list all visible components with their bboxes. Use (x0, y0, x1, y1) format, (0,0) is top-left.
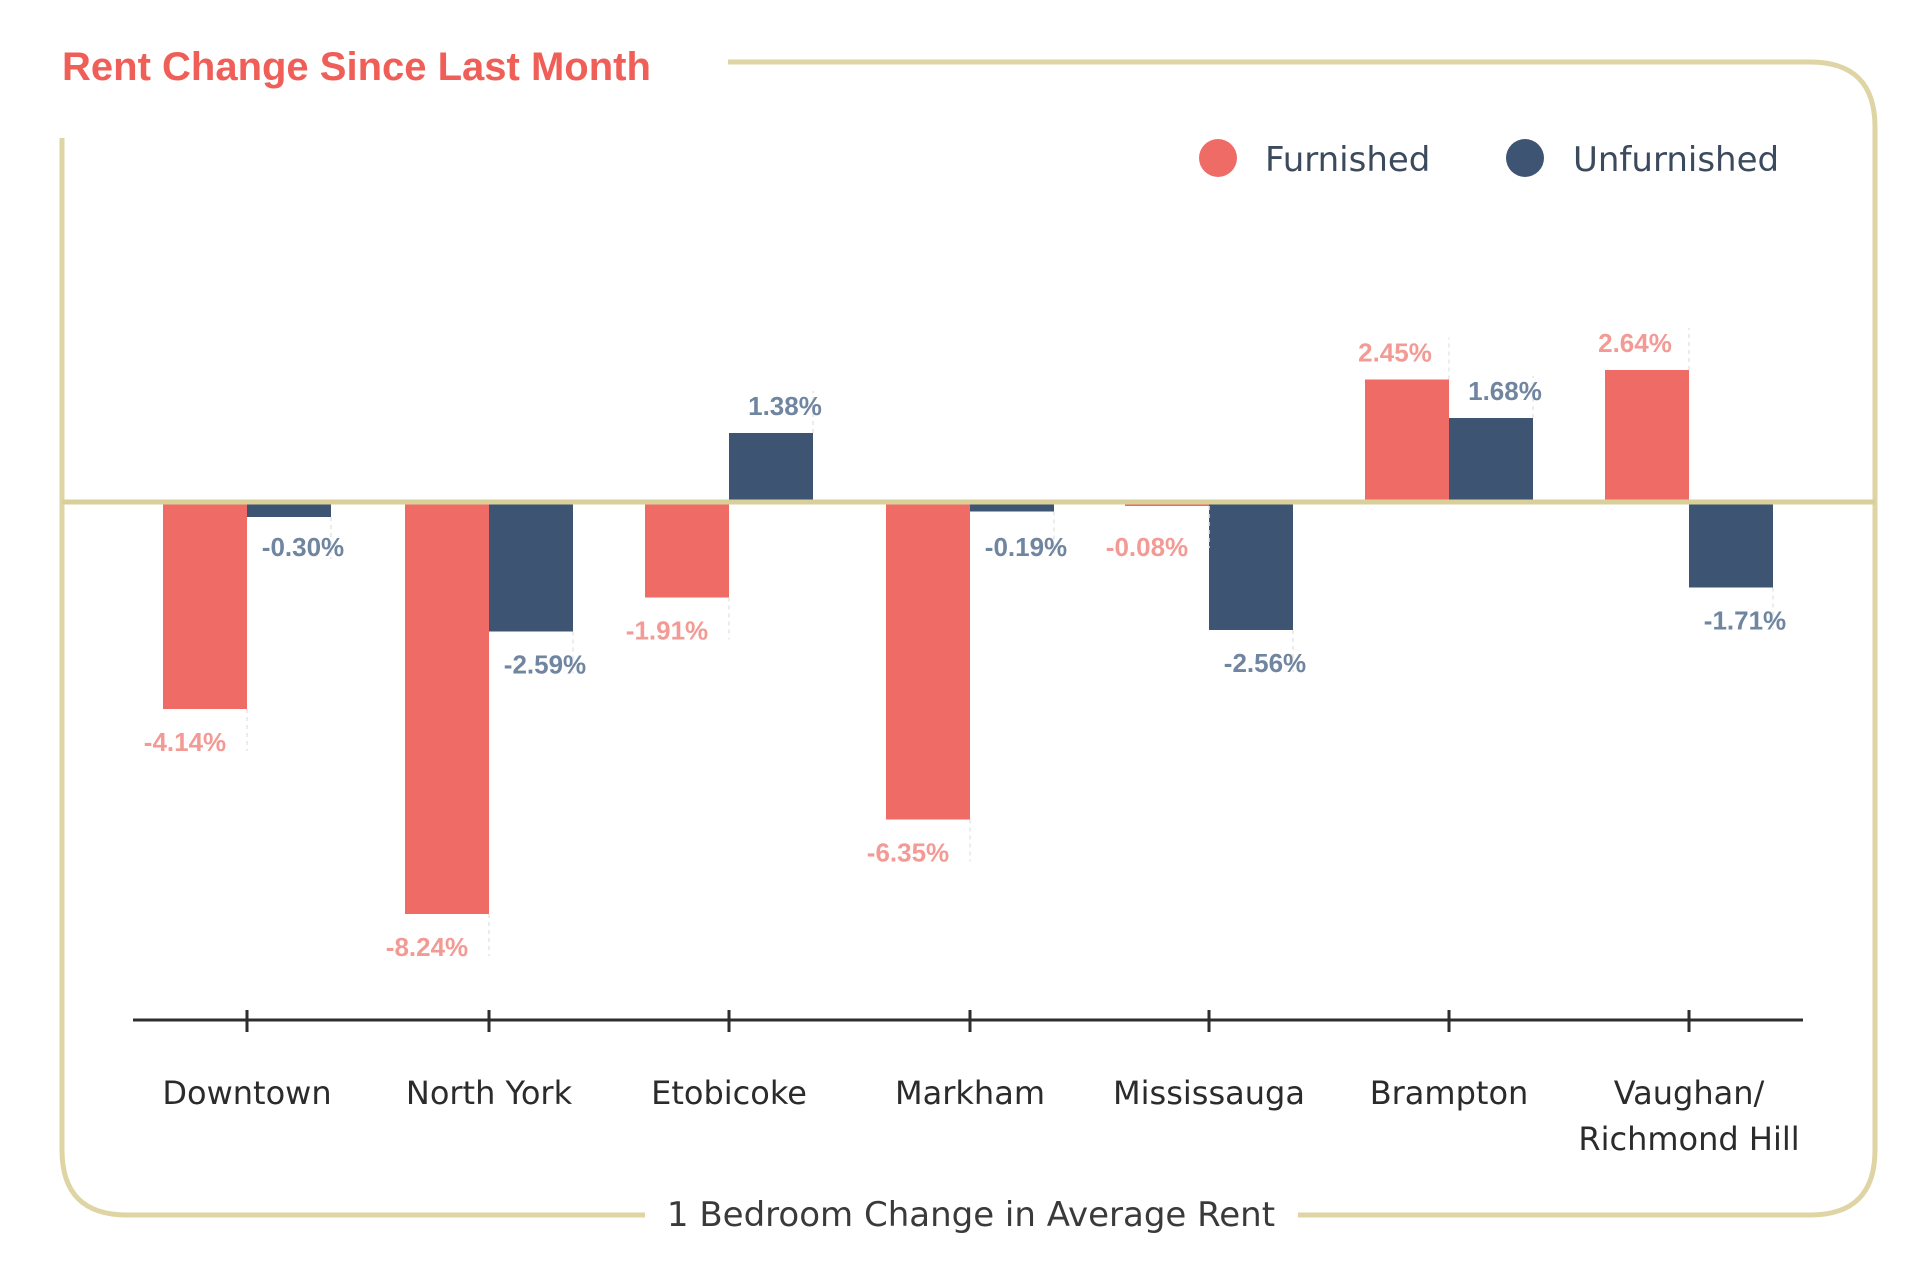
value-label-unfurnished-6: -1.71% (1704, 606, 1786, 636)
bar-unfurnished-3 (970, 502, 1054, 512)
value-label-furnished-1: -8.24% (386, 932, 468, 962)
bar-furnished-1 (405, 502, 489, 914)
x-tick-label-2: Etobicoke (651, 1074, 807, 1112)
value-label-unfurnished-1: -2.59% (504, 650, 586, 680)
x-tick-label-0: Downtown (162, 1074, 331, 1112)
value-label-unfurnished-0: -0.30% (262, 532, 344, 562)
value-label-furnished-6: 2.64% (1598, 328, 1672, 358)
bar-unfurnished-2 (729, 433, 813, 502)
bar-furnished-5 (1365, 379, 1449, 502)
value-label-furnished-2: -1.91% (626, 616, 708, 646)
chart-frame-top (59, 138, 645, 1218)
bar-unfurnished-4 (1209, 502, 1293, 630)
value-label-unfurnished-5: 1.68% (1468, 376, 1542, 406)
legend-furnished-label: Furnished (1265, 140, 1430, 180)
value-label-furnished-5: 2.45% (1358, 338, 1432, 368)
value-label-furnished-4: -0.08% (1106, 532, 1188, 562)
x-tick-label-3: Markham (895, 1074, 1045, 1112)
legend-furnished-marker (1199, 139, 1237, 177)
x-tick-labels-layer: Downtown North York Etobicoke Markham Missis… (162, 1074, 1799, 1158)
bar-unfurnished-0 (247, 502, 331, 517)
x-tick-label-4: Mississauga (1113, 1074, 1305, 1112)
x-ticks-layer (245, 1010, 1691, 1032)
value-label-unfurnished-2: 1.38% (748, 391, 822, 421)
bar-furnished-6 (1605, 370, 1689, 502)
chart-title: Rent Change Since Last Month (62, 45, 651, 89)
bar-unfurnished-1 (489, 502, 573, 632)
x-tick-label-6: Vaughan/Richmond Hill (1578, 1074, 1799, 1158)
bar-furnished-0 (163, 502, 247, 709)
value-label-furnished-0: -4.14% (144, 727, 226, 757)
x-axis-label: 1 Bedroom Change in Average Rent (667, 1195, 1275, 1235)
legend-unfurnished-marker (1506, 139, 1544, 177)
x-tick-label-5: Brampton (1370, 1074, 1529, 1112)
bar-furnished-3 (886, 502, 970, 820)
bars-layer (163, 370, 1773, 914)
legend: Furnished Unfurnished (1199, 139, 1779, 180)
bar-furnished-2 (645, 502, 729, 598)
label-guides-layer (246, 328, 1774, 956)
bar-unfurnished-5 (1449, 418, 1533, 502)
value-label-unfurnished-4: -2.56% (1224, 648, 1306, 678)
value-label-furnished-3: -6.35% (867, 838, 949, 868)
legend-unfurnished-label: Unfurnished (1573, 140, 1779, 180)
bar-unfurnished-6 (1689, 502, 1773, 588)
x-tick-label-1: North York (406, 1074, 573, 1112)
value-labels-layer: -4.14% -0.30% -8.24% -2.59% -1.91% 1.38% -6.35… (144, 328, 1786, 962)
chart-frame-right (728, 59, 1878, 1218)
value-label-unfurnished-3: -0.19% (985, 532, 1067, 562)
